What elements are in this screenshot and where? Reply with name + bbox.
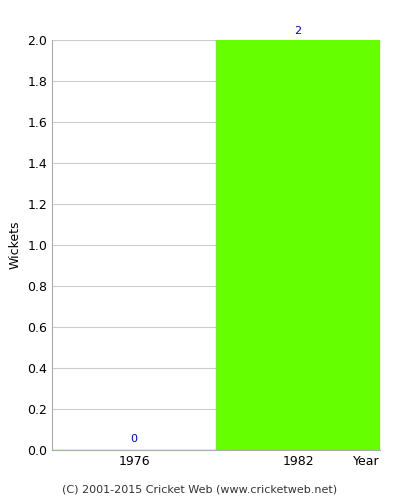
Text: Year: Year [353,455,380,468]
Text: 2: 2 [294,26,302,36]
Y-axis label: Wickets: Wickets [8,221,22,269]
Text: 0: 0 [130,434,138,444]
Bar [216,40,380,450]
Text: (C) 2001-2015 Cricket Web (www.cricketweb.net): (C) 2001-2015 Cricket Web (www.cricketwe… [62,485,338,495]
